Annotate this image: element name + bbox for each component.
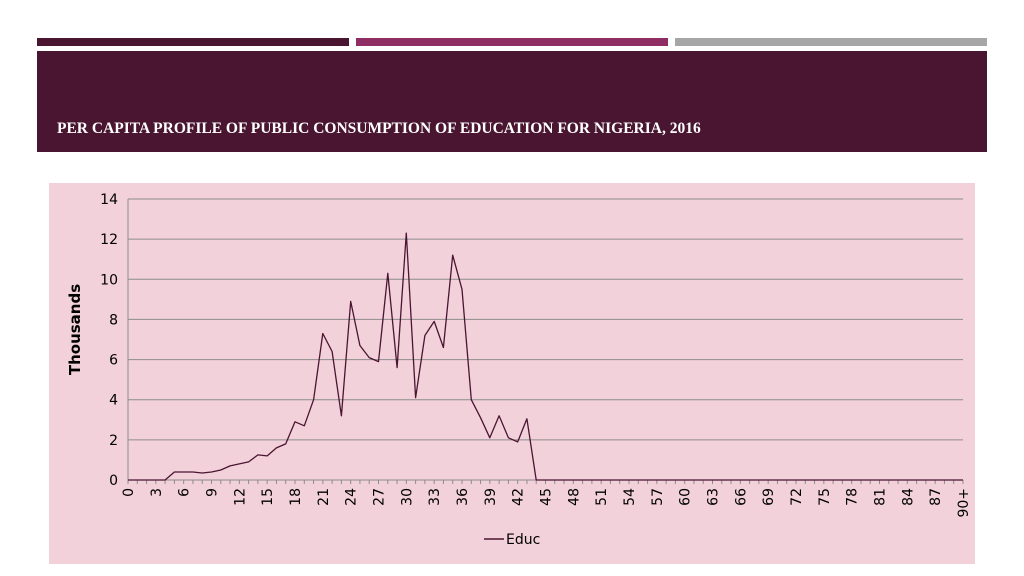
x-tick-label: 45	[539, 488, 555, 506]
x-tick-label: 63	[706, 488, 722, 506]
x-tick-label: 72	[789, 488, 805, 506]
x-tick-label: 39	[483, 488, 499, 506]
x-tick-label: 57	[650, 488, 666, 506]
y-tick-label: 0	[109, 473, 118, 489]
x-tick-label: 87	[928, 488, 944, 506]
x-tick-label: 3	[149, 488, 165, 497]
x-tick-label: 33	[427, 488, 443, 506]
slide-title: PER CAPITA PROFILE OF PUBLIC CONSUMPTION…	[57, 120, 701, 137]
x-tick-label: 78	[845, 488, 861, 506]
x-tick-label: 36	[455, 488, 471, 506]
x-tick-label: 24	[344, 488, 360, 506]
x-tick-label: 66	[733, 488, 749, 506]
x-tick-label: 15	[260, 488, 276, 506]
x-tick-label: 90+	[956, 488, 972, 518]
y-axis-label: Thousands	[66, 284, 84, 375]
x-tick-label: 21	[316, 488, 332, 506]
x-tick-label: 75	[817, 488, 833, 506]
x-tick-label: 27	[372, 488, 388, 506]
x-tick-label: 81	[873, 488, 889, 506]
x-tick-label: 84	[900, 488, 916, 506]
accent-bar-dark	[37, 38, 349, 46]
x-tick-label: 12	[232, 488, 248, 506]
x-tick-label: 0	[121, 488, 137, 497]
x-tick-label: 18	[288, 488, 304, 506]
legend-label-educ: Educ	[506, 532, 540, 548]
y-tick-label: 8	[109, 312, 118, 328]
series-line-educ	[128, 232, 963, 481]
accent-bar-magenta	[356, 38, 668, 46]
chart-panel: 0 2 4 6 8 10 12 14 0 3 6 9 12 15 18 21 24 27 30 33 36 39 42 45 4…	[49, 183, 975, 564]
x-tick-label: 42	[511, 488, 527, 506]
y-tick-label: 10	[100, 272, 118, 288]
x-tick-label: 54	[622, 488, 638, 506]
x-tick-label: 51	[594, 488, 610, 506]
y-tick-label: 2	[109, 433, 118, 449]
accent-bar-gray	[675, 38, 987, 46]
y-tick-label: 6	[109, 353, 118, 369]
x-tick-label: 30	[399, 488, 415, 506]
y-tick-label: 4	[109, 393, 118, 409]
slide-header: PER CAPITA PROFILE OF PUBLIC CONSUMPTION…	[37, 51, 987, 152]
x-tick-label: 48	[566, 488, 582, 506]
y-tick-label: 12	[100, 232, 118, 248]
x-tick-label: 9	[205, 488, 221, 497]
x-tick-label: 60	[678, 488, 694, 506]
x-tick-label: 69	[761, 488, 777, 506]
y-tick-label: 14	[100, 192, 118, 208]
x-tick-label: 6	[177, 488, 193, 497]
